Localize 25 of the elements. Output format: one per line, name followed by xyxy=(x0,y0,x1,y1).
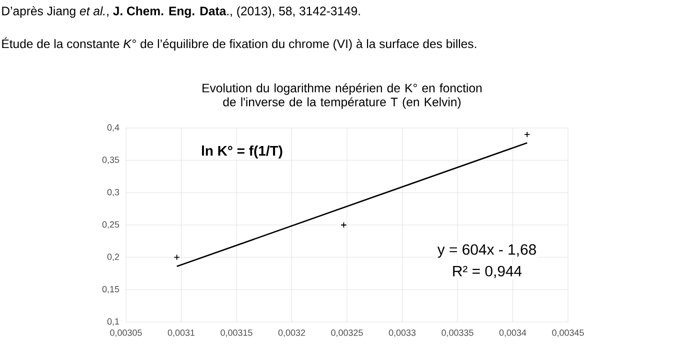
annotation: ln K° = f(1/T) xyxy=(202,146,282,158)
x-tick-label: 0,00345 xyxy=(552,330,584,337)
x-tick-label: 0,0031 xyxy=(168,330,195,337)
x-tick-label: 0,00325 xyxy=(331,330,363,337)
point xyxy=(340,222,347,228)
y-tick-label: 0,4 xyxy=(107,124,120,132)
text: Étude de la constante K° de l’équilibre de fixation du chrome (VI) à la surface des billes. xyxy=(2,37,476,51)
point xyxy=(174,254,180,260)
x-tick-label: 0,00305 xyxy=(110,330,142,337)
y-tick-label: 0,15 xyxy=(102,286,120,294)
chart-title: Evolution du logarithme népérien de K° en fonction de l'inverse de la température T (en Kelvin) xyxy=(202,83,482,109)
y-tick-label: 0,3 xyxy=(107,188,120,196)
x-tick-label: 0,0033 xyxy=(388,330,416,337)
x-tick-label: 0,00315 xyxy=(220,330,252,337)
text: D’après Jiang et al., J. Chem. Eng. Data., (2013), 58, 3142-3149. xyxy=(2,6,360,18)
y-tick-label: 0,1 xyxy=(107,318,120,326)
point xyxy=(524,131,530,138)
x-tick-label: 0,0034 xyxy=(499,330,526,337)
y-tick-label: 0,25 xyxy=(102,221,120,229)
annotation: R² = 0,944 xyxy=(453,266,522,278)
x-tick-label: 0,0032 xyxy=(278,330,306,337)
annotation: y = 604x - 1,68 xyxy=(437,244,536,258)
y-tick-label: 0,2 xyxy=(107,254,120,262)
y-tick-label: 0,35 xyxy=(102,156,120,164)
x-tick-label: 0,00335 xyxy=(442,330,474,337)
